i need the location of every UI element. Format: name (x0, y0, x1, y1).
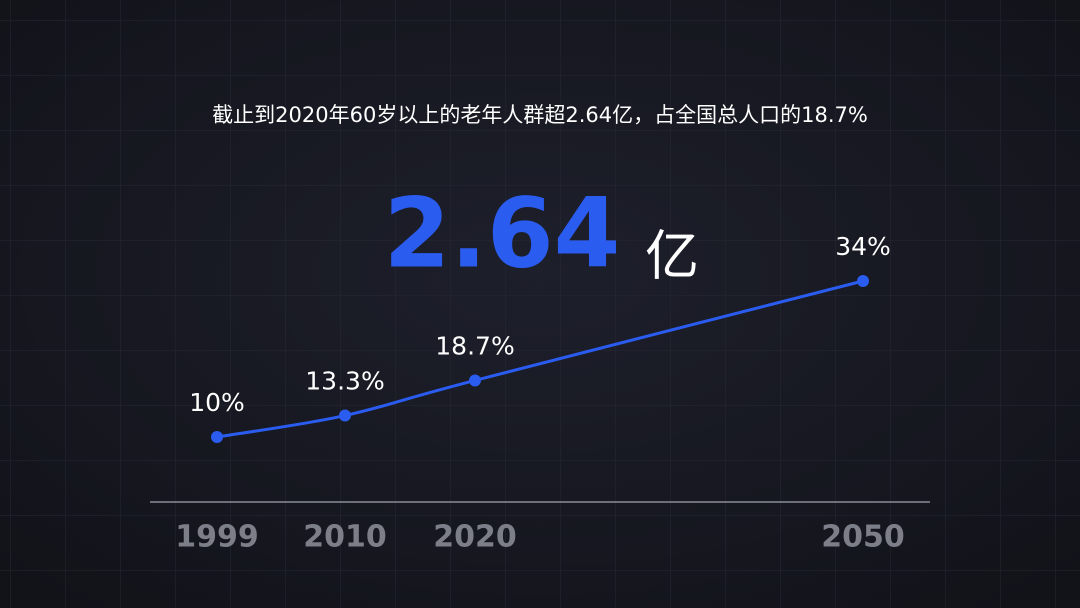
point (469, 374, 481, 387)
x-tick-label: 2010 (303, 520, 387, 555)
point (339, 409, 351, 422)
line (216, 279, 864, 439)
x-tick-label: 2050 (821, 520, 905, 555)
highlight-number: 2.64 (384, 177, 621, 289)
x-tick-label: 1999 (175, 520, 259, 555)
point (857, 275, 869, 287)
highlight-unit: 亿 (645, 225, 699, 288)
x-tick-label: 2020 (433, 520, 517, 555)
data-label: 18.7% (435, 331, 514, 360)
data-label: 13.3% (305, 367, 384, 396)
point (211, 431, 223, 443)
data-label: 34% (835, 232, 891, 261)
data-label: 10% (189, 388, 245, 417)
chart-title: 截止到2020年60岁以上的老年人群超2.64亿，占全国总人口的18.7% (212, 103, 868, 127)
